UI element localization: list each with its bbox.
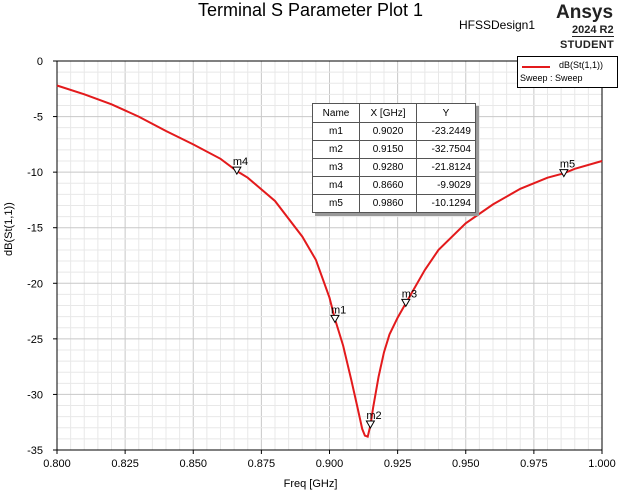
table-row[interactable]: m5 0.9860 -10.1294: [312, 194, 476, 213]
marker-label: m3: [402, 288, 417, 300]
marker-label: m4: [233, 156, 248, 168]
brand-logo: Ansys: [556, 2, 614, 23]
marker-col-x: X [GHz]: [359, 103, 417, 123]
x-tick-label: 0.925: [384, 458, 412, 470]
table-row[interactable]: m3 0.9280 -21.8124: [312, 158, 476, 177]
marker-triangle: [330, 314, 340, 324]
marker-x: 0.9150: [359, 140, 417, 159]
marker-name: m4: [312, 176, 360, 195]
x-tick-label: 0.975: [520, 458, 548, 470]
x-tick-label: 0.900: [316, 458, 344, 470]
table-row[interactable]: m2 0.9150 -32.7504: [312, 140, 476, 159]
marker-name: m2: [312, 140, 360, 159]
y-tick-label: -30: [27, 389, 43, 401]
marker-y: -21.8124: [416, 158, 476, 177]
y-tick-label: -5: [33, 112, 43, 124]
y-tick-label: -35: [27, 445, 43, 457]
marker-x: 0.8660: [359, 176, 417, 195]
marker-x: 0.9280: [359, 158, 417, 177]
y-axis-label: dB(St(1,1)): [3, 202, 15, 256]
x-axis-label: Freq [GHz]: [283, 478, 338, 490]
marker-triangle: [365, 420, 376, 430]
marker-y: -9.9029: [416, 176, 476, 195]
x-tick-label: 0.800: [43, 458, 71, 470]
version-label: 2024 R2: [572, 24, 614, 37]
design-name: HFSSDesign1: [459, 18, 536, 32]
marker-name: m3: [312, 158, 360, 177]
y-tick-label: 0: [37, 56, 43, 68]
x-tick-label: 0.875: [248, 458, 276, 470]
marker-col-name: Name: [312, 103, 360, 123]
x-tick-label: 1.000: [588, 458, 616, 470]
table-row[interactable]: m1 0.9020 -23.2449: [312, 122, 476, 141]
edition-label: STUDENT: [560, 39, 615, 51]
y-tick-label: -10: [27, 167, 43, 179]
marker-label: m2: [366, 410, 381, 422]
legend-series-label: dB(St(1,1)): [559, 60, 604, 70]
marker-y: -23.2449: [416, 122, 476, 141]
marker-y: -32.7504: [416, 140, 476, 159]
marker-name: m5: [312, 194, 360, 213]
marker-label: m1: [331, 304, 346, 316]
marker-triangle: [231, 166, 242, 176]
table-row[interactable]: m4 0.8660 -9.9029: [312, 176, 476, 195]
x-tick-label: 0.950: [452, 458, 480, 470]
marker-triangle: [400, 298, 411, 308]
y-tick-label: -25: [27, 334, 43, 346]
x-tick-label: 0.825: [111, 458, 139, 470]
marker-triangle: [558, 169, 569, 178]
marker-col-y: Y: [416, 103, 476, 123]
marker-x: 0.9860: [359, 194, 417, 213]
marker-y: -10.1294: [416, 194, 476, 213]
series-line: [56, 84, 603, 439]
legend-sweep-label: Sweep : Sweep: [520, 73, 583, 83]
marker-name: m1: [312, 122, 360, 141]
marker-table[interactable]: Name X [GHz] Y m1 0.9020 -23.2449 m2 0.9…: [312, 103, 476, 213]
legend-swatch: [522, 66, 550, 68]
marker-label: m5: [560, 159, 575, 171]
marker-x: 0.9020: [359, 122, 417, 141]
marker-table-header: Name X [GHz] Y: [312, 103, 476, 123]
y-tick-label: -20: [27, 278, 43, 290]
y-tick-label: -15: [27, 223, 43, 235]
x-tick-label: 0.850: [179, 458, 207, 470]
plot-title: Terminal S Parameter Plot 1: [197, 0, 424, 20]
legend[interactable]: dB(St(1,1)) Sweep : Sweep: [517, 56, 618, 88]
